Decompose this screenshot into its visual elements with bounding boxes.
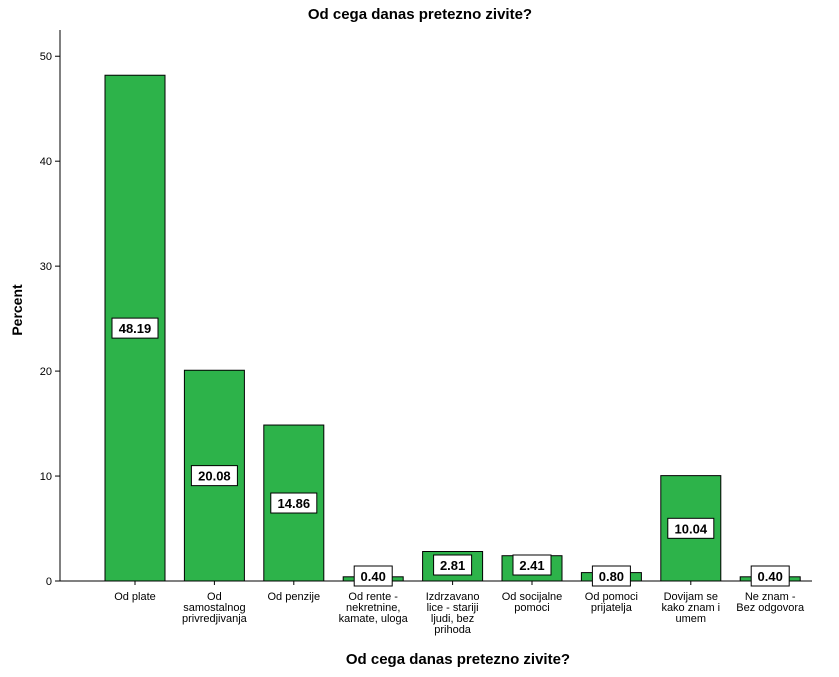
y-tick-label: 50 bbox=[40, 51, 52, 63]
y-tick-label: 20 bbox=[40, 366, 52, 378]
data-label: 0.40 bbox=[361, 569, 386, 584]
data-label: 0.40 bbox=[758, 569, 783, 584]
y-tick-label: 30 bbox=[40, 261, 52, 273]
x-tick-label: Dovijam se kako znam i umem bbox=[661, 591, 720, 625]
data-label-box bbox=[433, 554, 473, 576]
chart-title: Od cega danas pretezno zivite? bbox=[308, 6, 532, 23]
data-label-box bbox=[750, 565, 790, 587]
y-tick-label: 40 bbox=[40, 156, 52, 168]
data-label: 48.19 bbox=[119, 321, 152, 336]
x-tick-label: Od rente -nekretnine, kamate, uloga bbox=[339, 591, 409, 625]
data-label-box bbox=[667, 517, 715, 539]
data-label: 10.04 bbox=[675, 521, 708, 536]
data-label: 0.80 bbox=[599, 569, 624, 584]
data-label: 2.41 bbox=[519, 558, 544, 573]
data-label-box bbox=[270, 492, 318, 514]
data-label: 2.81 bbox=[440, 558, 465, 573]
y-tick-label: 0 bbox=[46, 576, 52, 588]
data-label-box bbox=[190, 465, 238, 487]
y-tick-label: 10 bbox=[40, 471, 52, 483]
data-label-box bbox=[512, 554, 552, 576]
data-label-box bbox=[591, 565, 631, 587]
data-label-box bbox=[111, 317, 159, 339]
data-label: 20.08 bbox=[198, 469, 231, 484]
x-tick-label: Od plate bbox=[114, 591, 156, 603]
x-tick-label: Od pomoci prijatelja bbox=[585, 591, 638, 614]
y-axis-label: Percent bbox=[9, 284, 25, 336]
x-tick-label: Ne znam -Bez odgovora bbox=[736, 591, 805, 614]
x-tick-label: Izdrzavano lice - stariji ljudi, bez prihod… bbox=[426, 591, 480, 636]
x-axis-label: Od cega danas pretezno zivite? bbox=[346, 651, 570, 668]
x-tick-label: Od penzije bbox=[268, 591, 321, 603]
data-label-box bbox=[353, 565, 393, 587]
x-tick-label: Od samostalnog privredjivanja bbox=[182, 591, 248, 625]
x-tick-label: Od socijalne pomoci bbox=[502, 591, 563, 614]
data-label: 14.86 bbox=[278, 496, 311, 511]
